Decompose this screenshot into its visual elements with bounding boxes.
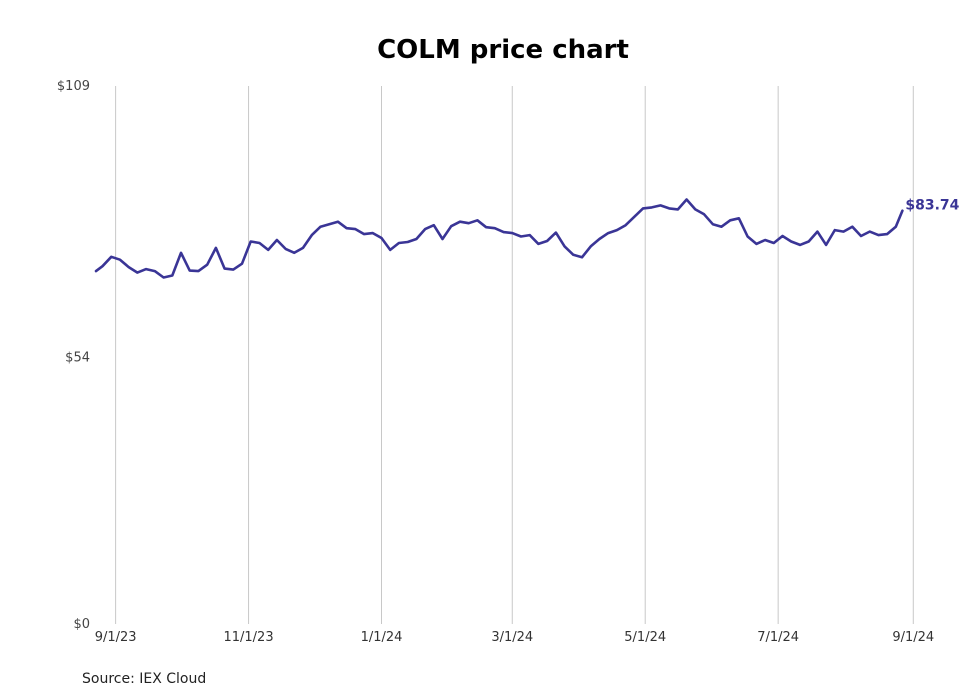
price-line <box>94 198 904 279</box>
x-tick-label: 3/1/24 <box>491 630 533 645</box>
x-tick-label: 1/1/24 <box>361 630 403 645</box>
x-tick-label: 9/1/24 <box>892 630 934 645</box>
y-tick-label: $54 <box>65 350 90 365</box>
price-series: $83.74 <box>94 198 960 279</box>
last-price-label: $83.74 <box>905 198 959 214</box>
y-tick-label: $109 <box>57 79 90 94</box>
x-tick-label: 7/1/24 <box>757 630 799 645</box>
x-tick-label: 11/1/23 <box>223 630 273 645</box>
source-note: Source: IEX Cloud <box>82 671 206 687</box>
x-tick-label: 5/1/24 <box>624 630 666 645</box>
x-axis-ticks: 9/1/23 11/1/23 1/1/24 3/1/24 5/1/24 7/1/24 9/1… <box>95 630 935 645</box>
gridlines <box>115 86 914 624</box>
x-tick-label: 9/1/23 <box>95 630 137 645</box>
y-tick-label: $0 <box>73 617 90 632</box>
chart-title: COLM price chart <box>377 35 629 65</box>
y-axis-ticks: $0 $54 $109 <box>57 79 90 632</box>
